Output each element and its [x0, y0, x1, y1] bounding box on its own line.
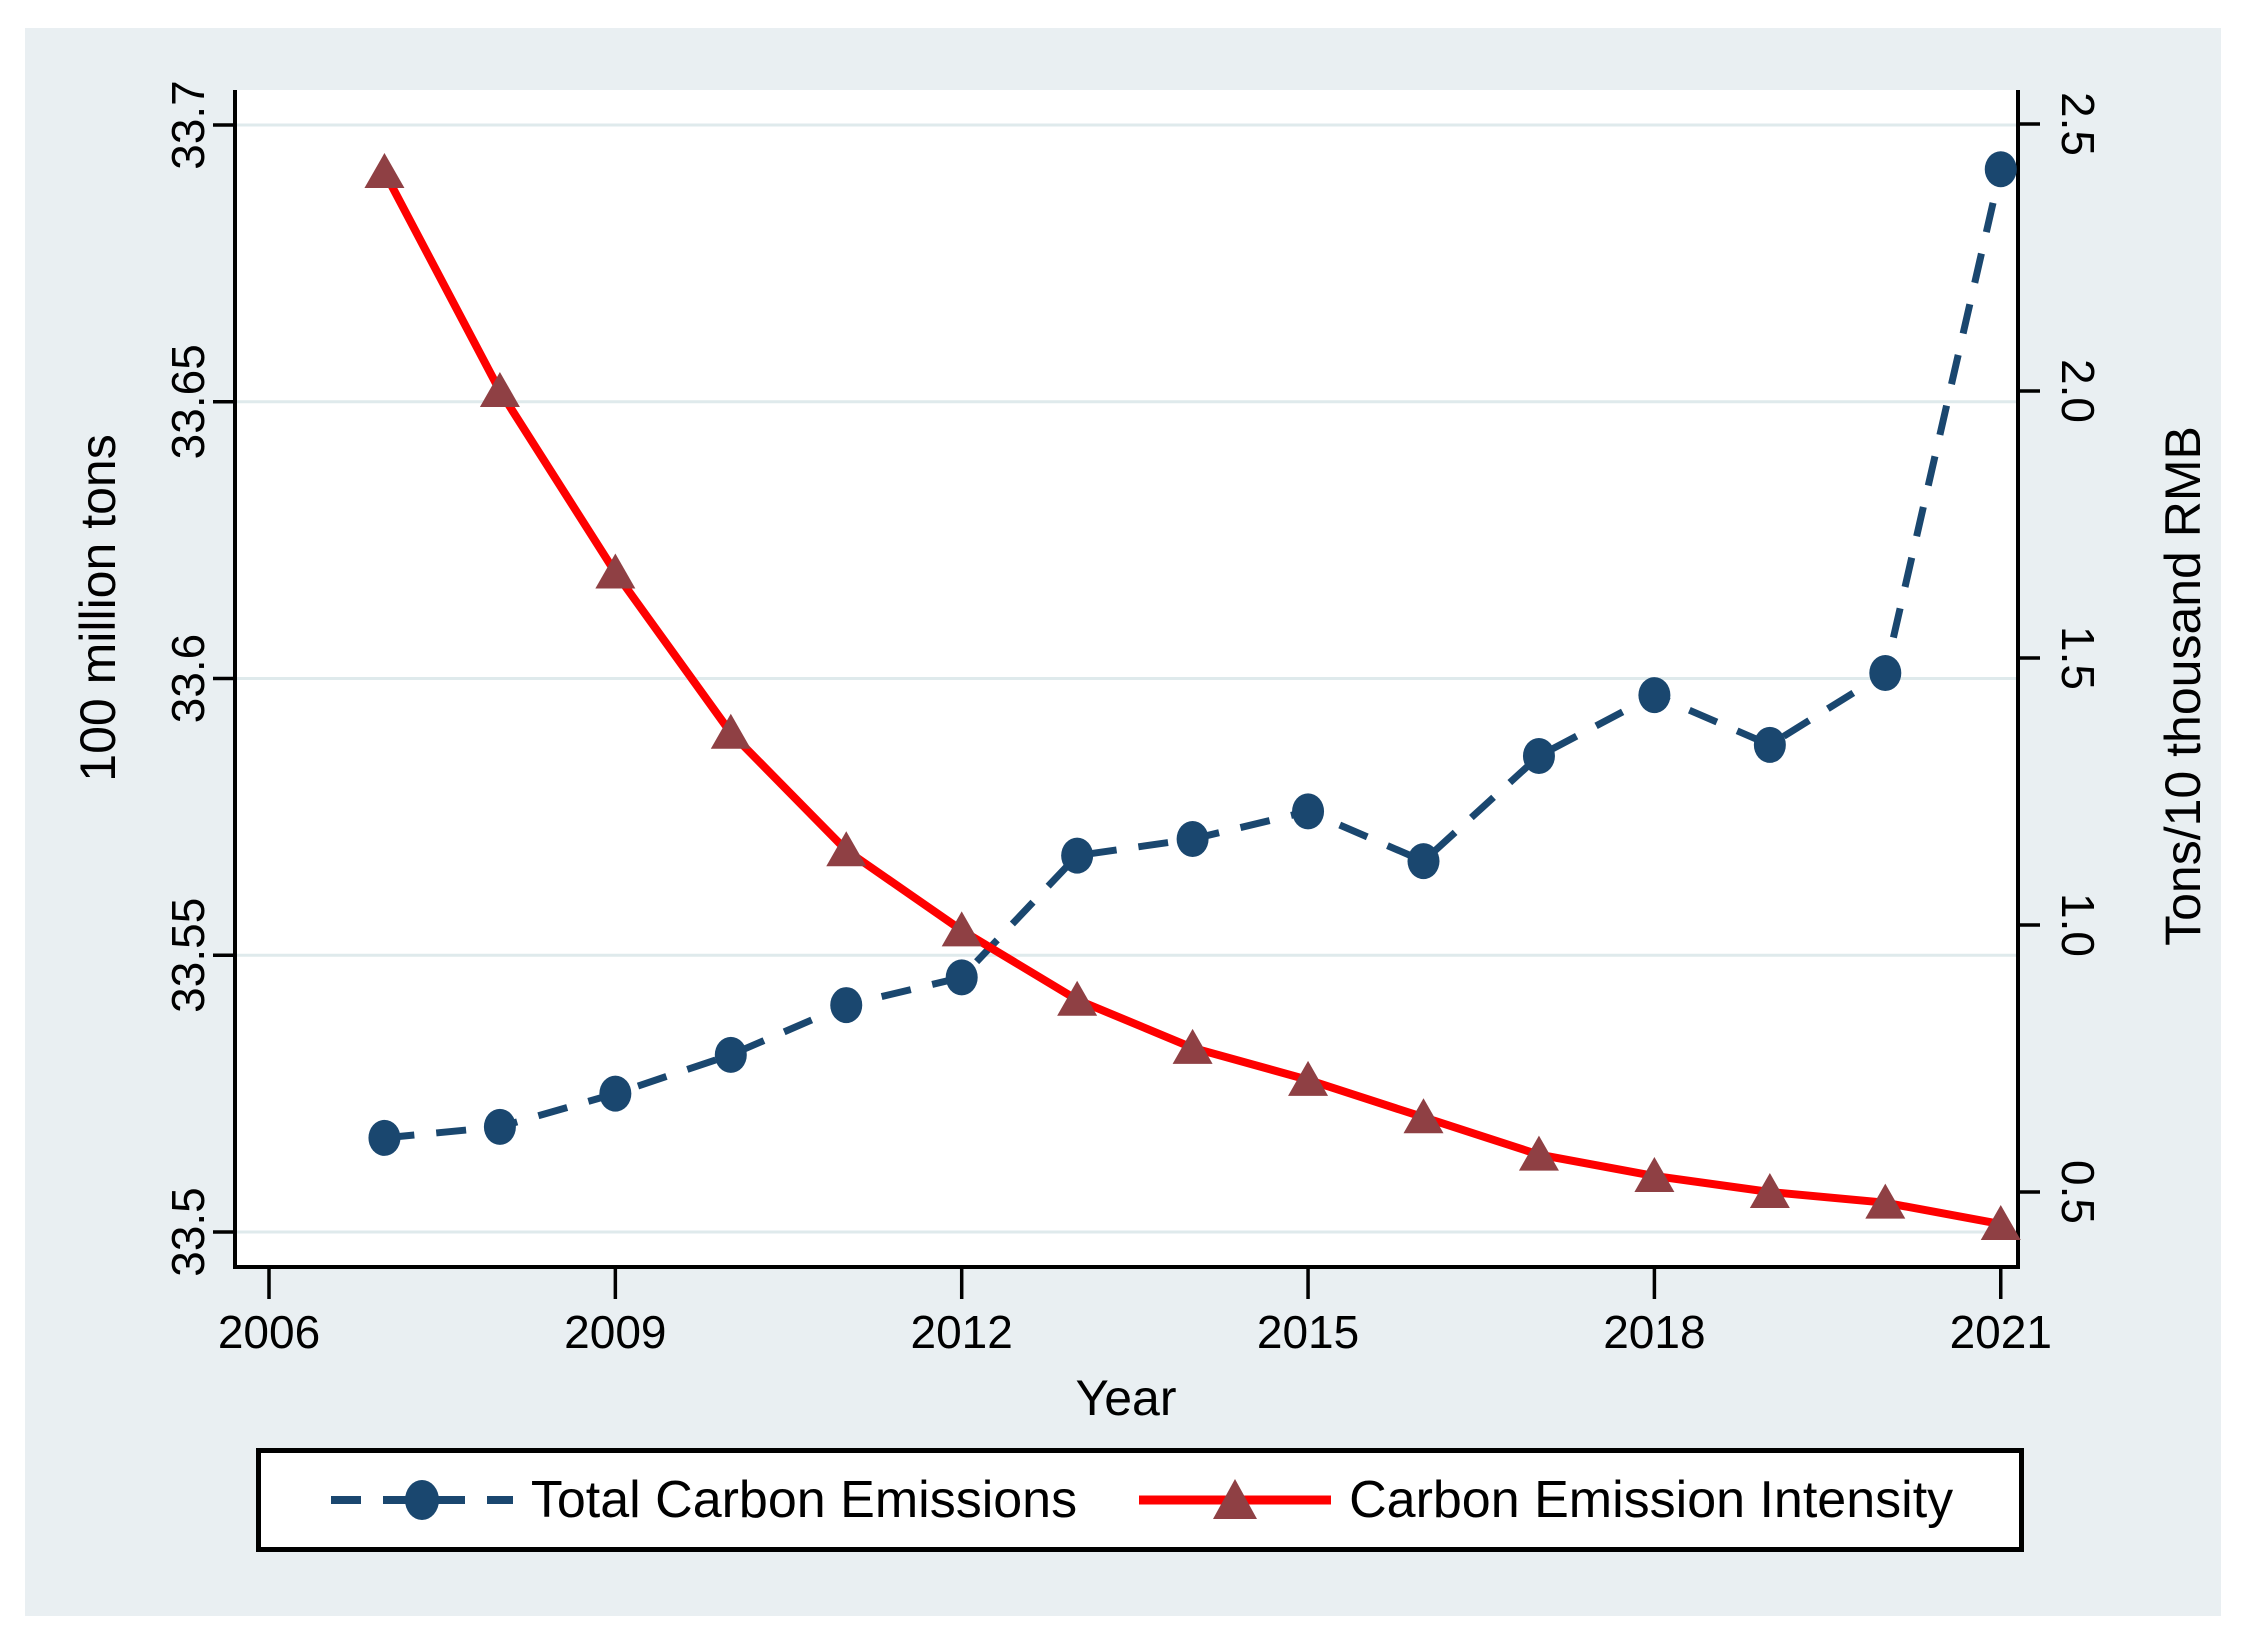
- solid-line-triangle-marker-icon: [1139, 1479, 1332, 1519]
- data-point-triangle: [1172, 1028, 1213, 1064]
- data-point-circle: [1753, 726, 1786, 763]
- data-point-circle: [368, 1119, 401, 1156]
- x-tick-label: 2015: [1257, 1306, 1359, 1358]
- x-tick-label: 2009: [564, 1306, 666, 1358]
- data-point-circle: [1638, 677, 1671, 714]
- right-tick-label: 1.5: [2052, 626, 2104, 690]
- data-point-circle: [599, 1075, 632, 1112]
- data-point-circle: [1292, 793, 1325, 830]
- right-tick-label: 2.0: [2052, 359, 2104, 423]
- legend-item-emission-intensity: Carbon Emission Intensity: [1135, 1470, 1953, 1530]
- right-axis-title: Tons/10 thousand RMB: [2155, 426, 2211, 946]
- x-tick-label: 2018: [1603, 1306, 1705, 1358]
- legend-item-total-emissions: Total Carbon Emissions: [327, 1470, 1077, 1530]
- data-point-circle: [1407, 843, 1440, 880]
- data-point-circle: [1869, 654, 1902, 691]
- x-tick-label: 2006: [218, 1306, 320, 1358]
- data-point-triangle: [364, 153, 405, 189]
- data-point-triangle: [1057, 980, 1098, 1016]
- data-point-circle: [714, 1036, 747, 1073]
- right-tick-label: 2.5: [2052, 92, 2104, 156]
- left-axis-title: 100 million tons: [70, 434, 126, 782]
- data-point-triangle: [1749, 1173, 1790, 1208]
- data-point-triangle: [1403, 1098, 1444, 1134]
- data-point-triangle: [479, 372, 520, 407]
- data-point-triangle: [1865, 1183, 1906, 1219]
- legend: Total Carbon Emissions Carbon Emission I…: [256, 1448, 2024, 1552]
- data-point-triangle: [595, 553, 636, 589]
- data-point-triangle: [1518, 1135, 1559, 1171]
- dashed-line-circle-marker-icon: [330, 1480, 513, 1520]
- data-point-triangle: [826, 831, 867, 867]
- x-axis-title: Year: [1075, 1370, 1177, 1426]
- data-point-triangle: [1634, 1156, 1675, 1192]
- left-tick-label: 33.6: [162, 634, 214, 724]
- data-point-circle: [1061, 837, 1094, 874]
- data-point-triangle: [1980, 1205, 2021, 1241]
- right-tick-label: 1.0: [2052, 893, 2104, 957]
- data-point-circle: [1176, 821, 1209, 858]
- data-point-triangle: [1288, 1060, 1329, 1096]
- legend-label: Total Carbon Emissions: [530, 1471, 1078, 1529]
- left-tick-label: 33.7: [162, 80, 214, 170]
- x-tick-label: 2021: [1950, 1306, 2052, 1358]
- left-tick-label: 33.65: [162, 344, 214, 459]
- data-point-triangle: [941, 911, 982, 947]
- data-point-circle: [1522, 737, 1555, 774]
- left-tick-label: 33.55: [162, 898, 214, 1013]
- data-point-circle: [945, 959, 978, 996]
- left-tick-label: 33.5: [162, 1187, 214, 1277]
- data-point-circle: [1984, 151, 2017, 188]
- data-point-triangle: [710, 713, 751, 749]
- data-point-circle: [830, 987, 863, 1024]
- legend-label: Carbon Emission Intensity: [1349, 1471, 1954, 1529]
- data-point-circle: [483, 1108, 516, 1145]
- right-tick-label: 0.5: [2052, 1160, 2104, 1224]
- x-tick-label: 2012: [911, 1306, 1013, 1358]
